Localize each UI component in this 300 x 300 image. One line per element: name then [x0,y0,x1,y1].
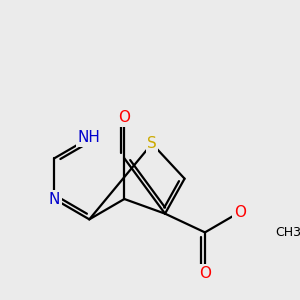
Text: N: N [49,191,60,206]
Text: O: O [199,266,211,280]
Text: O: O [118,110,130,125]
Text: NH: NH [78,130,101,146]
Text: S: S [147,136,157,151]
Text: O: O [234,205,246,220]
Text: CH3: CH3 [275,226,300,239]
